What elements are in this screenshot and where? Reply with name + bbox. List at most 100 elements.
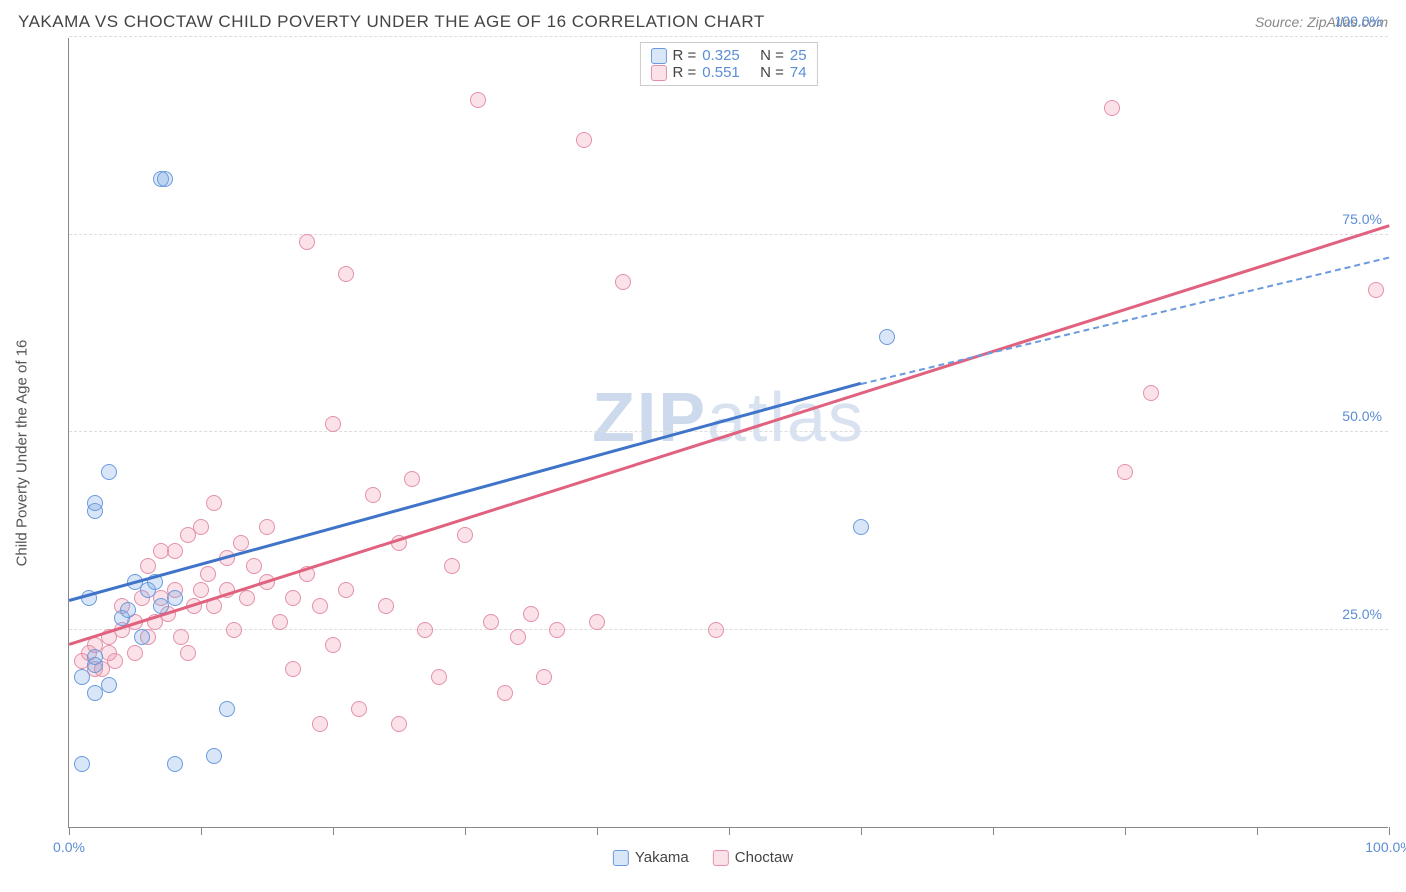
scatter-point-yakama bbox=[157, 171, 173, 187]
legend-r-label: R = bbox=[672, 64, 696, 81]
scatter-point-choctaw bbox=[226, 622, 242, 638]
scatter-point-choctaw bbox=[233, 535, 249, 551]
scatter-point-choctaw bbox=[536, 669, 552, 685]
scatter-point-choctaw bbox=[259, 519, 275, 535]
scatter-point-choctaw bbox=[457, 527, 473, 543]
scatter-point-choctaw bbox=[391, 716, 407, 732]
scatter-point-yakama bbox=[74, 669, 90, 685]
legend-series: Yakama Choctaw bbox=[613, 849, 793, 866]
scatter-point-choctaw bbox=[1143, 385, 1159, 401]
scatter-point-choctaw bbox=[378, 598, 394, 614]
y-tick-label: 25.0% bbox=[1342, 606, 1382, 622]
plot-area: ZIPatlas R = 0.325 N = 25R = 0.551 N = 7… bbox=[68, 38, 1388, 828]
x-tick bbox=[1125, 827, 1126, 835]
scatter-point-choctaw bbox=[285, 661, 301, 677]
legend-swatch bbox=[650, 48, 666, 64]
scatter-point-choctaw bbox=[708, 622, 724, 638]
x-tick bbox=[861, 827, 862, 835]
legend-label: Yakama bbox=[635, 849, 689, 866]
scatter-point-yakama bbox=[74, 756, 90, 772]
scatter-point-choctaw bbox=[1117, 464, 1133, 480]
scatter-point-choctaw bbox=[523, 606, 539, 622]
scatter-point-choctaw bbox=[299, 234, 315, 250]
y-axis-label: Child Poverty Under the Age of 16 bbox=[14, 340, 31, 567]
watermark-bold: ZIP bbox=[592, 378, 707, 456]
y-tick-label: 100.0% bbox=[1335, 13, 1382, 29]
scatter-point-choctaw bbox=[180, 645, 196, 661]
chart-area: Child Poverty Under the Age of 16 ZIPatl… bbox=[18, 38, 1388, 868]
x-tick-label: 0.0% bbox=[53, 839, 85, 855]
scatter-point-choctaw bbox=[576, 132, 592, 148]
scatter-point-choctaw bbox=[239, 590, 255, 606]
scatter-point-choctaw bbox=[497, 685, 513, 701]
scatter-point-choctaw bbox=[365, 487, 381, 503]
legend-swatch bbox=[650, 65, 666, 81]
scatter-point-choctaw bbox=[325, 416, 341, 432]
legend-swatch bbox=[613, 850, 629, 866]
trend-line bbox=[69, 224, 1390, 645]
legend-item: Choctaw bbox=[713, 849, 793, 866]
x-tick bbox=[201, 827, 202, 835]
scatter-point-choctaw bbox=[1104, 100, 1120, 116]
trend-line bbox=[69, 382, 862, 602]
y-tick-label: 75.0% bbox=[1342, 211, 1382, 227]
scatter-point-yakama bbox=[87, 649, 103, 665]
x-tick bbox=[597, 827, 598, 835]
scatter-point-choctaw bbox=[312, 598, 328, 614]
scatter-point-choctaw bbox=[351, 701, 367, 717]
scatter-point-choctaw bbox=[173, 629, 189, 645]
x-tick-label: 100.0% bbox=[1365, 839, 1406, 855]
scatter-point-choctaw bbox=[615, 274, 631, 290]
scatter-point-choctaw bbox=[404, 471, 420, 487]
scatter-point-choctaw bbox=[127, 645, 143, 661]
scatter-point-choctaw bbox=[325, 637, 341, 653]
scatter-point-yakama bbox=[219, 701, 235, 717]
x-tick bbox=[465, 827, 466, 835]
legend-r-value: 0.551 bbox=[702, 64, 740, 81]
gridline bbox=[69, 629, 1388, 630]
chart-title: YAKAMA VS CHOCTAW CHILD POVERTY UNDER TH… bbox=[18, 12, 765, 32]
trend-line-extension bbox=[861, 256, 1389, 384]
scatter-point-choctaw bbox=[285, 590, 301, 606]
legend-label: Choctaw bbox=[735, 849, 793, 866]
legend-n-label: N = bbox=[760, 64, 784, 81]
scatter-point-choctaw bbox=[338, 582, 354, 598]
scatter-point-choctaw bbox=[510, 629, 526, 645]
x-tick bbox=[1257, 827, 1258, 835]
scatter-point-yakama bbox=[87, 495, 103, 511]
scatter-point-yakama bbox=[167, 756, 183, 772]
scatter-point-choctaw bbox=[193, 582, 209, 598]
scatter-point-choctaw bbox=[312, 716, 328, 732]
scatter-point-yakama bbox=[167, 590, 183, 606]
scatter-point-yakama bbox=[134, 629, 150, 645]
scatter-point-choctaw bbox=[107, 653, 123, 669]
scatter-point-yakama bbox=[101, 464, 117, 480]
scatter-point-choctaw bbox=[470, 92, 486, 108]
x-tick bbox=[993, 827, 994, 835]
scatter-point-yakama bbox=[206, 748, 222, 764]
legend-swatch bbox=[713, 850, 729, 866]
chart-container: YAKAMA VS CHOCTAW CHILD POVERTY UNDER TH… bbox=[0, 0, 1406, 892]
scatter-point-choctaw bbox=[338, 266, 354, 282]
scatter-point-choctaw bbox=[417, 622, 433, 638]
legend-r-label: R = bbox=[672, 47, 696, 64]
scatter-point-choctaw bbox=[272, 614, 288, 630]
scatter-point-yakama bbox=[853, 519, 869, 535]
legend-item: Yakama bbox=[613, 849, 689, 866]
scatter-point-choctaw bbox=[431, 669, 447, 685]
legend-n-value: 25 bbox=[790, 47, 807, 64]
scatter-point-choctaw bbox=[167, 543, 183, 559]
scatter-point-choctaw bbox=[483, 614, 499, 630]
x-tick bbox=[1389, 827, 1390, 835]
legend-n-label: N = bbox=[760, 47, 784, 64]
legend-stat-row: R = 0.551 N = 74 bbox=[650, 64, 806, 81]
y-tick-label: 50.0% bbox=[1342, 408, 1382, 424]
scatter-point-choctaw bbox=[246, 558, 262, 574]
scatter-point-yakama bbox=[879, 329, 895, 345]
gridline bbox=[69, 431, 1388, 432]
scatter-point-yakama bbox=[120, 602, 136, 618]
scatter-point-choctaw bbox=[444, 558, 460, 574]
scatter-point-choctaw bbox=[549, 622, 565, 638]
legend-r-value: 0.325 bbox=[702, 47, 740, 64]
legend-stats: R = 0.325 N = 25R = 0.551 N = 74 bbox=[639, 42, 817, 86]
